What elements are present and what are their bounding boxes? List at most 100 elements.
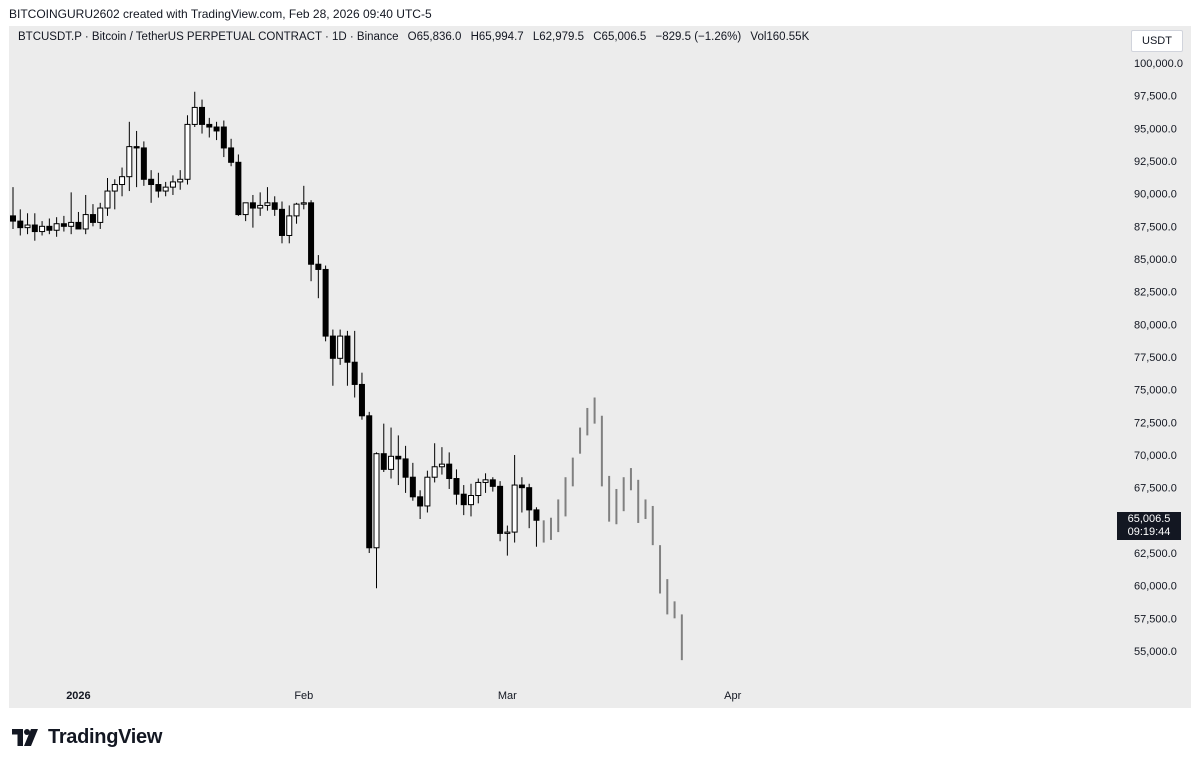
- candle: [68, 192, 75, 235]
- candle: [10, 187, 16, 229]
- candle: [257, 192, 264, 216]
- candle: [533, 507, 540, 547]
- candle-body: [497, 485, 504, 534]
- candle: [460, 485, 467, 516]
- candle-body: [344, 335, 351, 363]
- y-tick-label: 62,500.0: [1134, 548, 1177, 560]
- tradingview-wordmark: TradingView: [48, 726, 163, 748]
- candle: [242, 202, 249, 222]
- bar-countdown: 09:19:44: [1127, 526, 1171, 539]
- legend-change: −829.5 (−1.26%): [655, 31, 742, 43]
- candle: [402, 445, 409, 493]
- candle: [249, 194, 256, 228]
- candle-body: [489, 479, 496, 487]
- y-tick-label: 87,500.0: [1134, 221, 1177, 233]
- y-tick-label: 70,000.0: [1134, 450, 1177, 462]
- candle: [177, 170, 184, 190]
- candle-body: [235, 161, 242, 216]
- y-tick-label: 95,000.0: [1134, 123, 1177, 135]
- candle: [358, 372, 365, 420]
- candle-body: [504, 531, 511, 534]
- candle-body: [126, 146, 133, 178]
- candle-body: [177, 178, 184, 183]
- candle-body: [17, 220, 24, 229]
- legend-symbol[interactable]: BTCUSDT.P · Bitcoin / TetherUS PERPETUAL…: [18, 31, 399, 43]
- last-price-tag: 65,006.5 09:19:44: [1117, 512, 1181, 541]
- currency-button[interactable]: USDT: [1131, 30, 1183, 52]
- y-tick-label: 80,000.0: [1134, 319, 1177, 331]
- tradingview-logo-icon: [12, 728, 38, 746]
- candle: [424, 470, 431, 513]
- candle: [104, 177, 111, 216]
- candle-body: [264, 202, 271, 206]
- candle-body: [46, 225, 53, 231]
- candle-body: [140, 147, 147, 180]
- candle-body: [104, 190, 111, 209]
- price-chart[interactable]: 55,000.057,500.060,000.062,500.065,000.0…: [9, 26, 1191, 708]
- candle-body: [97, 207, 104, 223]
- candle-body: [308, 202, 315, 265]
- candle-body: [278, 208, 285, 236]
- candle: [119, 167, 126, 197]
- candle-body: [337, 335, 344, 359]
- candle: [140, 141, 147, 186]
- candle-body: [315, 263, 322, 270]
- candle: [373, 452, 380, 589]
- candle-body: [24, 224, 31, 229]
- candle-body: [293, 203, 300, 217]
- candle: [526, 483, 533, 529]
- y-tick-label: 90,000.0: [1134, 189, 1177, 201]
- candle-body: [358, 383, 365, 417]
- candle-body: [322, 268, 329, 337]
- x-tick-label: 2026: [66, 690, 90, 702]
- candle: [409, 462, 416, 501]
- tradingview-logo[interactable]: TradingView: [12, 726, 162, 749]
- candle-body: [228, 147, 235, 163]
- candle: [337, 329, 344, 365]
- candle-body: [518, 484, 525, 489]
- candle-body: [169, 181, 176, 188]
- candle-body: [300, 202, 307, 205]
- candle-body: [249, 202, 256, 209]
- candle: [497, 481, 504, 542]
- candle: [489, 477, 496, 492]
- candle-body: [257, 204, 264, 209]
- chart-panel[interactable]: 55,000.057,500.060,000.062,500.065,000.0…: [9, 26, 1191, 708]
- candle-body: [242, 202, 249, 216]
- y-tick-label: 72,500.0: [1134, 417, 1177, 429]
- candle-body: [213, 126, 220, 132]
- candle: [235, 154, 242, 216]
- candle: [366, 411, 373, 553]
- candle: [191, 91, 198, 128]
- candle: [344, 330, 351, 386]
- y-tick-label: 82,500.0: [1134, 287, 1177, 299]
- candle: [24, 213, 31, 235]
- y-tick-label: 92,500.0: [1134, 156, 1177, 168]
- candles-layer: [10, 91, 540, 589]
- candle-body: [119, 176, 126, 186]
- candle: [308, 200, 315, 282]
- last-price-value: 65,006.5: [1127, 513, 1171, 526]
- candle: [82, 194, 89, 235]
- candle-body: [446, 463, 453, 480]
- candle-body: [395, 455, 402, 460]
- candle: [329, 329, 336, 386]
- candle-body: [271, 202, 278, 210]
- candle: [162, 181, 169, 197]
- x-tick-label: Feb: [294, 690, 313, 702]
- chart-credit: BITCOINGURU2602 created with TradingView…: [9, 7, 432, 21]
- candle: [53, 217, 60, 237]
- x-tick-label: Mar: [498, 690, 517, 702]
- candle-body: [511, 484, 518, 533]
- candle-body: [409, 476, 416, 498]
- candle: [395, 435, 402, 486]
- y-tick-label: 77,500.0: [1134, 352, 1177, 364]
- candle: [111, 179, 118, 210]
- candle-body: [184, 123, 191, 180]
- candle: [417, 490, 424, 520]
- candle-body: [533, 509, 540, 521]
- candle: [155, 172, 162, 198]
- y-tick-label: 55,000.0: [1134, 646, 1177, 658]
- candle: [148, 170, 155, 203]
- candle: [17, 209, 24, 236]
